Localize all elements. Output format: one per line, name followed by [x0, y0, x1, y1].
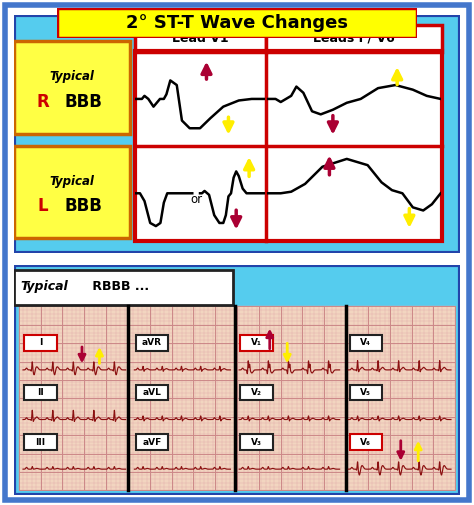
FancyBboxPatch shape: [14, 41, 130, 134]
Text: V₆: V₆: [360, 438, 371, 446]
Bar: [24, 385, 57, 400]
Text: II: II: [37, 388, 44, 397]
Bar: [266, 25, 442, 52]
Text: BBB: BBB: [64, 93, 102, 111]
Bar: [240, 385, 273, 400]
Text: 2° ST-T Wave Changes: 2° ST-T Wave Changes: [126, 14, 348, 32]
Text: aVR: aVR: [142, 338, 162, 347]
Text: Typical: Typical: [21, 280, 69, 293]
Bar: [350, 385, 383, 400]
Text: Typical: Typical: [50, 70, 95, 83]
Text: aVF: aVF: [142, 438, 162, 446]
Text: R: R: [37, 93, 50, 111]
Bar: [136, 335, 168, 350]
Text: RBBB ...: RBBB ...: [88, 280, 149, 293]
Text: I: I: [39, 338, 42, 347]
Bar: [267, 146, 441, 240]
FancyBboxPatch shape: [14, 145, 130, 238]
Bar: [24, 335, 57, 350]
Bar: [350, 434, 383, 450]
Text: or: or: [190, 193, 202, 206]
Bar: [136, 53, 264, 145]
Text: aVL: aVL: [142, 388, 161, 397]
Bar: [136, 146, 264, 240]
Bar: [135, 25, 266, 52]
Text: BBB: BBB: [64, 197, 102, 215]
Bar: [136, 385, 168, 400]
Text: V₂: V₂: [251, 388, 262, 397]
Bar: [24, 434, 57, 450]
Text: Typical: Typical: [50, 175, 95, 188]
Text: V₃: V₃: [251, 438, 262, 446]
Bar: [240, 335, 273, 350]
Text: V₁: V₁: [251, 338, 262, 347]
Text: III: III: [36, 438, 46, 446]
Text: Leads I / V6: Leads I / V6: [313, 32, 395, 44]
Bar: [267, 53, 441, 145]
Bar: [136, 434, 168, 450]
Bar: [350, 335, 383, 350]
Text: Lead V1: Lead V1: [172, 32, 229, 44]
Text: V₅: V₅: [360, 388, 371, 397]
Text: V₄: V₄: [360, 338, 371, 347]
Bar: [240, 434, 273, 450]
Bar: [18, 307, 456, 490]
FancyBboxPatch shape: [14, 270, 233, 306]
Text: L: L: [38, 197, 48, 215]
Bar: [135, 51, 442, 241]
